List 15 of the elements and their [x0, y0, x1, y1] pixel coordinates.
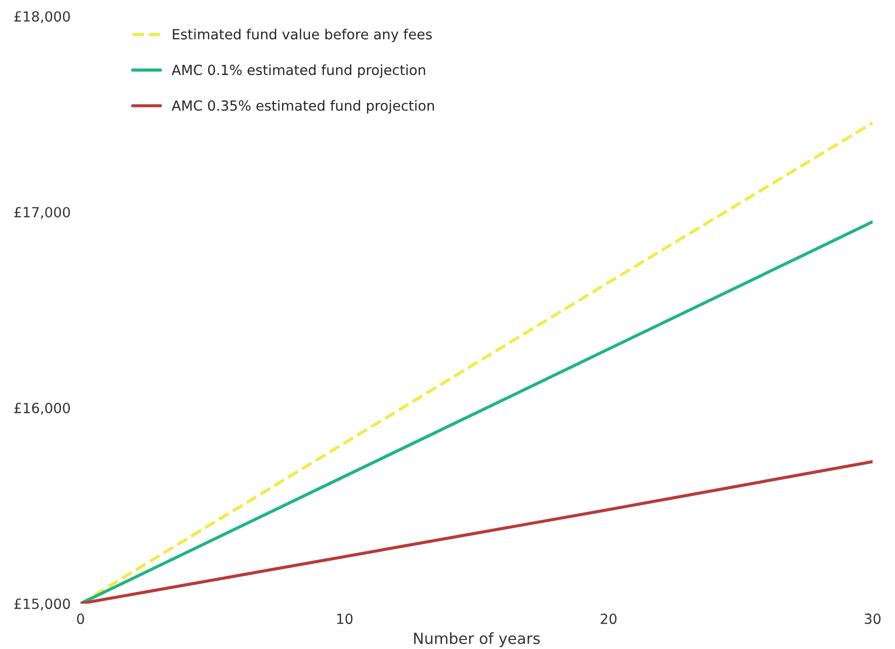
y-tick-label: £17,000 — [14, 206, 70, 219]
x-tick-label: 10 — [337, 614, 352, 624]
legend-label: Estimated fund value before any fees — [172, 28, 432, 42]
x-tick-label: 0 — [77, 614, 84, 624]
y-tick-label: £15,000 — [14, 598, 70, 610]
x-axis-title: Number of years — [414, 632, 540, 648]
y-tick-label: £16,000 — [14, 402, 70, 415]
legend-label: AMC 0.35% estimated fund projection — [172, 100, 434, 114]
line-series — [80, 220, 873, 604]
x-tick-label: 30 — [864, 614, 881, 624]
line-series — [80, 460, 873, 604]
legend-label: AMC 0.1% estimated fund projection — [172, 64, 426, 78]
y-tick-label: £18,000 — [14, 11, 70, 24]
line-series — [80, 121, 873, 604]
x-tick-label: 20 — [600, 614, 617, 624]
